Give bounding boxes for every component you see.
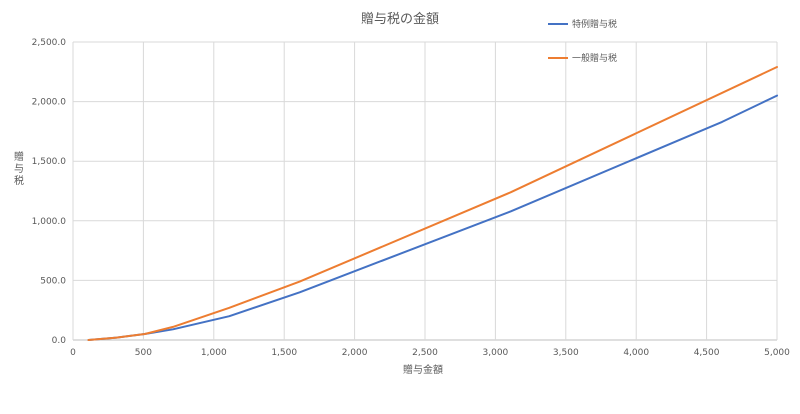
chart-title: 贈与税の金額 xyxy=(361,11,439,27)
x-tick-label: 1,500 xyxy=(271,348,297,358)
x-axis-label: 贈与金額 xyxy=(403,363,443,376)
x-tick-label: 4,000 xyxy=(623,348,649,358)
y-tick-label: 0.0 xyxy=(52,336,67,346)
grid-lines xyxy=(72,41,778,341)
legend-label-1: 特例贈与税 xyxy=(572,18,617,30)
series-line-1 xyxy=(87,94,778,341)
x-tick-label: 2,000 xyxy=(342,348,368,358)
y-tick-label: 1,500.0 xyxy=(32,157,67,167)
x-tick-label: 4,500 xyxy=(694,348,720,358)
y-axis-label: 贈与税 xyxy=(14,150,24,187)
x-tick-label: 3,000 xyxy=(483,348,509,358)
axes: 0.0 500.0 1,000.0 1,500.0 2,000.0 2,500.0 0 500… xyxy=(32,38,791,358)
y-tick-label: 1,000.0 xyxy=(32,217,67,227)
x-tick-label: 5,000 xyxy=(764,348,790,358)
series-lines xyxy=(87,66,778,341)
x-tick-label: 500 xyxy=(135,348,152,358)
x-tick-label: 3,500 xyxy=(553,348,579,358)
x-tick-label: 2,500 xyxy=(412,348,438,358)
y-tick-label: 2,500.0 xyxy=(32,38,67,48)
series-line-2 xyxy=(87,66,778,341)
x-tick-label: 1,000 xyxy=(201,348,227,358)
legend-label-2: 一般贈与税 xyxy=(572,52,617,64)
x-tick-label: 0 xyxy=(70,348,76,358)
y-tick-label: 500.0 xyxy=(40,276,66,286)
y-tick-label: 2,000.0 xyxy=(32,98,67,108)
